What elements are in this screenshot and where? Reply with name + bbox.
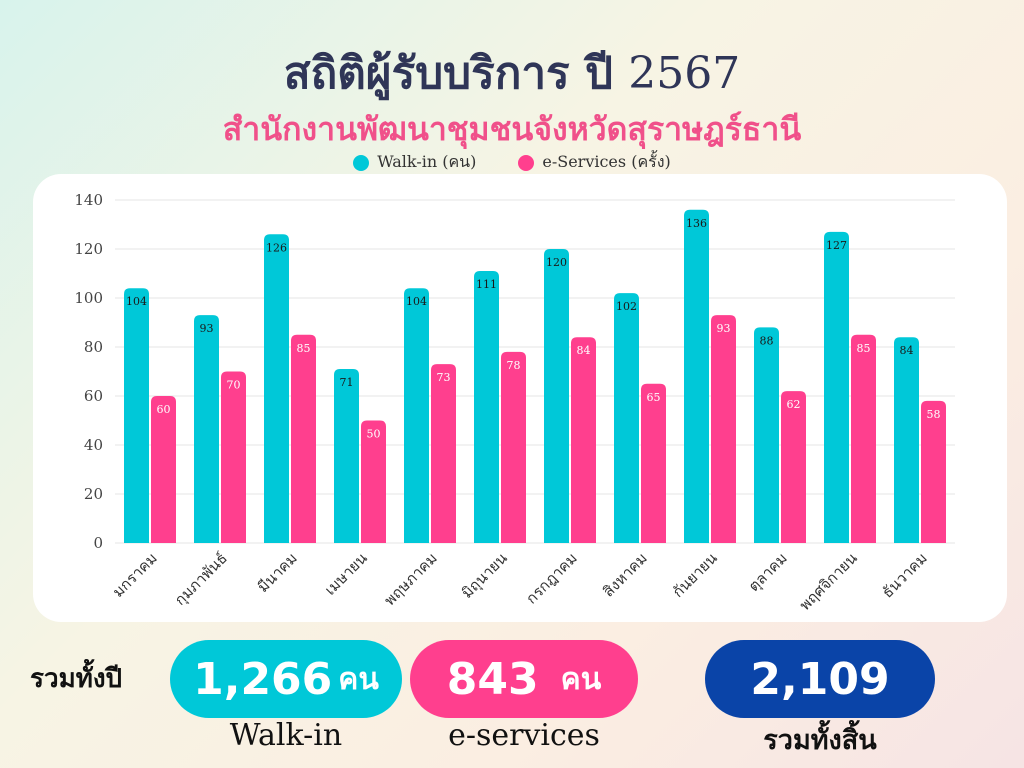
data-label-walkin: 104	[406, 295, 427, 308]
legend-item-eservices: e-Services (ครั้ง)	[518, 150, 671, 175]
chart-card: 0 20 40 60 80 100 120 140 104 60 มกราคม 93 70 กุมภาพั…	[33, 174, 1007, 622]
bar-eservices	[501, 351, 526, 543]
bar-walkin	[474, 271, 499, 543]
bar-walkin	[754, 327, 779, 543]
legend-swatch-eservices	[518, 154, 535, 171]
legend-label-walkin: Walk-in (คน)	[377, 152, 477, 171]
walkin-total-badge: 1,266 คน	[170, 640, 402, 718]
data-label-walkin: 71	[340, 376, 354, 389]
bar-walkin	[894, 337, 919, 543]
chart-legend: Walk-in (คน) e-Services (ครั้ง)	[0, 150, 1024, 175]
data-label-eservices: 85	[857, 342, 871, 355]
bar-eservices	[431, 364, 456, 543]
y-tick-label: 80	[84, 338, 103, 356]
bar-walkin	[334, 369, 359, 543]
data-label-eservices: 84	[577, 344, 591, 357]
bar-chart: 0 20 40 60 80 100 120 140 104 60 มกราคม 93 70 กุมภาพั…	[74, 191, 955, 614]
data-label-walkin: 93	[200, 322, 214, 335]
bar-walkin	[124, 288, 149, 543]
grand-total-caption: รวมทั้งสิ้น	[763, 725, 877, 756]
data-label-eservices: 58	[927, 408, 941, 421]
grand-total-value: 2,109	[750, 653, 890, 705]
bar-walkin	[824, 231, 849, 543]
eservices-caption: e-services	[448, 718, 600, 753]
y-tick-label: 140	[74, 191, 103, 209]
title-year: 2567	[628, 48, 741, 99]
data-label-eservices: 78	[507, 359, 521, 372]
data-label-eservices: 93	[717, 322, 731, 335]
data-label-eservices: 70	[227, 379, 241, 392]
bar-walkin	[194, 315, 219, 543]
x-tick-label: มกราคม	[109, 549, 161, 601]
legend-item-walkin: Walk-in (คน)	[353, 150, 476, 175]
x-tick-label: เมษายน	[321, 549, 371, 599]
eservices-total-unit: คน	[560, 661, 602, 697]
data-label-walkin: 120	[546, 256, 567, 269]
legend-swatch-walkin	[353, 154, 370, 171]
walkin-total-unit: คน	[338, 661, 379, 697]
y-tick-label: 120	[74, 240, 103, 258]
walkin-total-value: 1,266	[193, 653, 333, 705]
bar-eservices	[361, 420, 386, 543]
x-tick-label: ธันวาคม	[878, 549, 930, 601]
x-tick-label: มีนาคม	[254, 549, 301, 596]
data-label-walkin: 136	[686, 217, 707, 230]
eservices-total-badge: 843 คน	[410, 640, 638, 718]
x-tick-label: พฤษภาคม	[381, 549, 441, 609]
data-label-eservices: 50	[367, 428, 381, 441]
bar-eservices	[711, 315, 736, 543]
x-tick-label: กรกฎาคม	[522, 549, 580, 607]
page-subtitle: สำนักงานพัฒนาชุมชนจังหวัดสุราษฎร์ธานี	[222, 110, 802, 148]
y-tick-label: 40	[84, 436, 103, 454]
data-label-walkin: 102	[616, 300, 637, 313]
data-label-eservices: 73	[437, 371, 451, 384]
x-tick-label: พฤศจิกายน	[796, 549, 861, 614]
x-tick-label: สิงหาคม	[599, 549, 650, 600]
data-label-walkin: 127	[826, 239, 847, 252]
walkin-caption: Walk-in	[229, 718, 343, 753]
title-main: สถิติผู้รับบริการ ปี	[283, 48, 613, 99]
bar-eservices	[641, 383, 666, 543]
y-tick-label: 100	[74, 289, 103, 307]
data-label-eservices: 65	[647, 391, 661, 404]
bar-eservices	[571, 337, 596, 543]
x-tick-label: มิถุนายน	[458, 549, 512, 603]
eservices-total-value: 843	[446, 653, 539, 705]
page-title: สถิติผู้รับบริการ ปี 2567	[0, 38, 1024, 108]
bar-eservices	[781, 391, 806, 543]
summary-label: รวมทั้งปี	[30, 664, 123, 694]
bar-eservices	[221, 371, 246, 543]
data-label-walkin: 84	[900, 344, 914, 357]
bar-walkin	[264, 234, 289, 544]
y-tick-label: 60	[84, 387, 103, 405]
bar-eservices	[921, 400, 946, 543]
y-tick-label: 20	[84, 485, 103, 503]
legend-label-eservices: e-Services (ครั้ง)	[542, 152, 671, 171]
x-tick-label: กุมภาพันธ์	[171, 549, 232, 610]
y-tick-label: 0	[93, 534, 103, 552]
data-label-walkin: 111	[476, 278, 497, 291]
bar-walkin	[544, 249, 569, 543]
bar-walkin	[404, 288, 429, 543]
data-label-walkin: 104	[126, 295, 147, 308]
bar-eservices	[151, 396, 176, 543]
data-label-walkin: 88	[760, 334, 774, 347]
bar-eservices	[851, 334, 876, 543]
bar-walkin	[684, 209, 709, 544]
bar-walkin	[614, 293, 639, 543]
x-tick-label: กันยายน	[669, 549, 721, 601]
x-tick-label: ตุลาคม	[745, 549, 792, 596]
data-label-eservices: 85	[297, 342, 311, 355]
bar-eservices	[291, 334, 316, 543]
data-label-eservices: 62	[787, 398, 801, 411]
grand-total-badge: 2,109	[705, 640, 935, 718]
data-label-walkin: 126	[266, 241, 287, 254]
data-label-eservices: 60	[157, 403, 171, 416]
